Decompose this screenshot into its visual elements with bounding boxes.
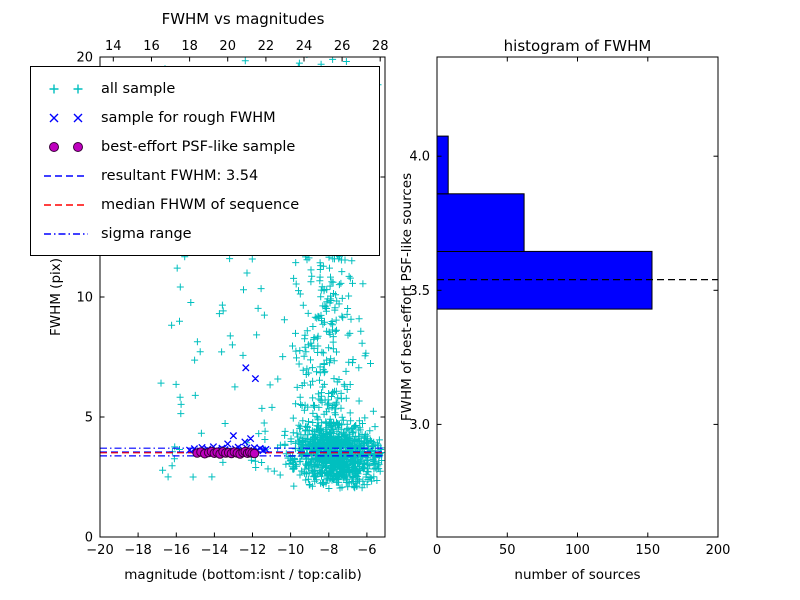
left-plot-title: FWHM vs magnitudes bbox=[161, 10, 325, 28]
legend: all sample sample for rough FWHM best-effo… bbox=[30, 66, 380, 256]
right-plot-title: histogram of FWHM bbox=[503, 37, 652, 55]
top-tick-label: 18 bbox=[181, 39, 198, 54]
legend-item-label: sample for rough FWHM bbox=[101, 109, 276, 126]
y-tick-label: 10 bbox=[76, 291, 93, 306]
right-plot-xlabel: number of sources bbox=[514, 567, 641, 583]
psf-like-point bbox=[249, 448, 260, 459]
left-axes-ticks: −20 −18 −16 −14 −12 −10 −8 −6 14 16 18 20 22 24 26 28 0 5… bbox=[76, 39, 388, 558]
x-tick-label: −16 bbox=[163, 543, 190, 558]
top-tick-label: 22 bbox=[258, 39, 275, 54]
legend-item-label: median FHWM of sequence bbox=[101, 196, 300, 213]
x-tick-label: 150 bbox=[635, 543, 660, 558]
plus-marker-icon bbox=[49, 84, 83, 93]
x-tick-label: −8 bbox=[319, 543, 338, 558]
rough-fwhm-points bbox=[185, 364, 270, 456]
top-tick-label: 24 bbox=[296, 39, 313, 54]
dashdot-line-icon bbox=[44, 232, 88, 235]
legend-item: resultant FWHM: 3.54 bbox=[41, 161, 369, 190]
legend-item-label: all sample bbox=[101, 80, 176, 97]
x-tick-label: −20 bbox=[86, 543, 113, 558]
histogram-bar bbox=[436, 250, 653, 310]
left-plot-xlabel: magnitude (bottom:isnt / top:calib) bbox=[124, 567, 362, 583]
x-tick-label: 100 bbox=[565, 543, 590, 558]
legend-item: sigma range bbox=[41, 219, 369, 248]
y-tick-label: 3.5 bbox=[409, 284, 430, 299]
legend-item-label: resultant FWHM: 3.54 bbox=[101, 167, 259, 184]
y-tick-label: 0 bbox=[85, 531, 93, 546]
x-tick-label: 50 bbox=[499, 543, 516, 558]
x-tick-label: −6 bbox=[357, 543, 376, 558]
x-tick-label: 200 bbox=[706, 543, 731, 558]
x-tick-label: −12 bbox=[239, 543, 266, 558]
legend-item: sample for rough FWHM bbox=[41, 103, 369, 132]
x-tick-label: −14 bbox=[201, 543, 228, 558]
dashed-line-icon bbox=[44, 203, 88, 206]
x-tick-label: −10 bbox=[277, 543, 304, 558]
legend-item: best-effort PSF-like sample bbox=[41, 132, 369, 161]
top-tick-label: 16 bbox=[143, 39, 160, 54]
right-plot-ylabel: FWHM of best-effort PSF-like sources bbox=[399, 172, 415, 422]
legend-item: all sample bbox=[41, 74, 369, 103]
scatter-plot-area bbox=[100, 57, 385, 492]
x-tick-label: 0 bbox=[433, 543, 441, 558]
all-sample-points bbox=[157, 57, 385, 492]
top-tick-label: 14 bbox=[105, 39, 122, 54]
y-tick-label: 3.0 bbox=[409, 418, 430, 433]
legend-item-label: sigma range bbox=[101, 225, 192, 242]
right-axes-ticks: 0 50 100 150 200 3.0 3.5 4.0 bbox=[409, 57, 730, 558]
histogram-bar bbox=[436, 135, 449, 195]
legend-item-label: best-effort PSF-like sample bbox=[101, 138, 296, 155]
top-tick-label: 28 bbox=[372, 39, 389, 54]
y-tick-label: 5 bbox=[85, 411, 93, 426]
top-tick-label: 26 bbox=[334, 39, 351, 54]
y-tick-label: 4.0 bbox=[409, 150, 430, 165]
legend-item: median FHWM of sequence bbox=[41, 190, 369, 219]
y-tick-label: 20 bbox=[76, 51, 93, 66]
top-tick-label: 20 bbox=[219, 39, 236, 54]
dashed-line-icon bbox=[44, 174, 88, 177]
x-tick-label: −18 bbox=[124, 543, 151, 558]
histogram-bar bbox=[436, 193, 525, 253]
circle-marker-icon bbox=[49, 141, 83, 152]
histogram-area bbox=[436, 135, 718, 310]
x-marker-icon bbox=[49, 113, 83, 122]
left-plot-ylabel: FWHM (pix) bbox=[48, 257, 64, 337]
